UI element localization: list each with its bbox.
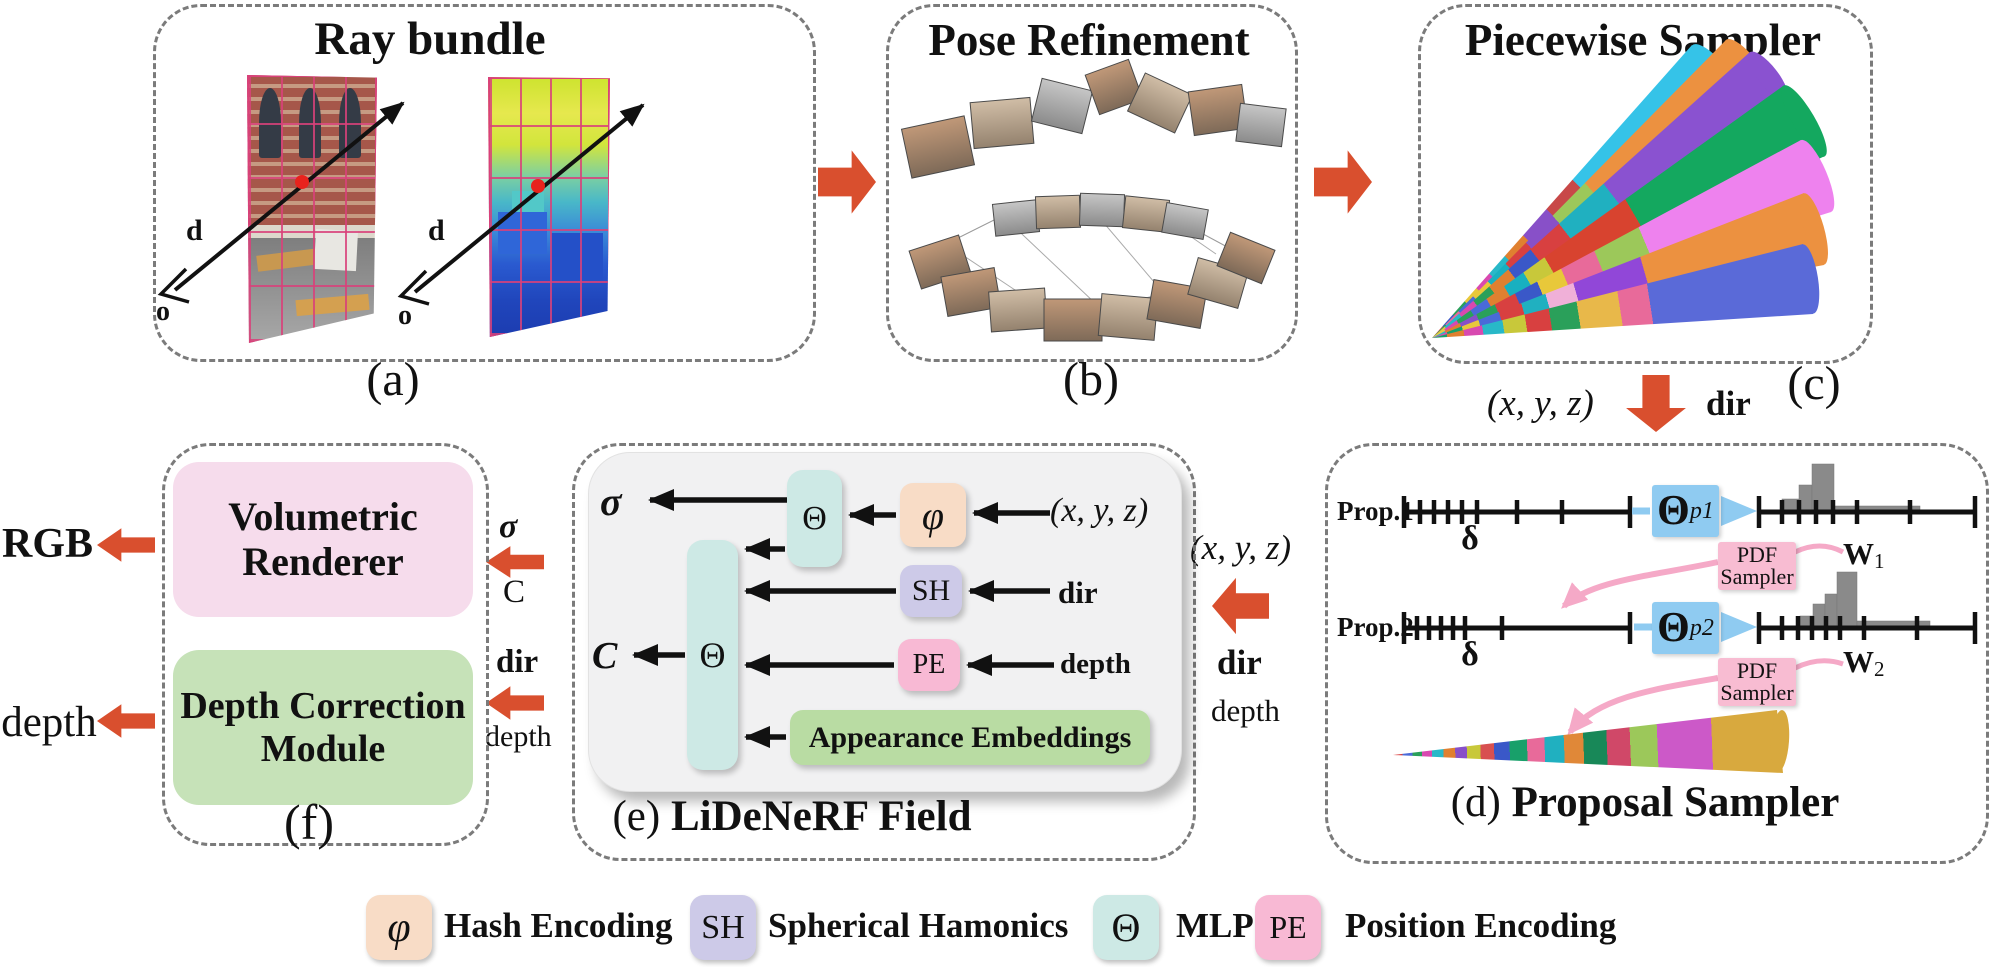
ray-direction-label: d	[428, 214, 445, 247]
mlp-density-pill: Θ	[787, 470, 842, 567]
legend-position-encoding-icon: PE	[1255, 895, 1321, 960]
panel-ray-bundle	[153, 4, 816, 362]
coords-label-c-out: (x, y, z)	[1487, 383, 1594, 424]
panel-renderer	[162, 443, 489, 846]
panel-piecewise-sampler	[1418, 4, 1873, 364]
depth-input-label: depth	[1060, 648, 1131, 680]
pdf-sampler-box-2: PDF Sampler	[1718, 658, 1796, 706]
weights-w1-label: W1	[1843, 536, 1885, 574]
panel-c-caption: (c)	[1787, 357, 1841, 410]
c-label-ef: C	[503, 574, 526, 610]
depth-image-plane	[488, 77, 610, 337]
coords-input-label: (x, y, z)	[1050, 492, 1149, 529]
ray-origin-label: o	[156, 296, 170, 327]
legend-hash-encoding-icon: φ	[366, 895, 432, 960]
delta-label-2: δ	[1461, 636, 1479, 673]
rgb-output-label: RGB	[1, 521, 93, 567]
legend-mlp-icon: Θ	[1093, 895, 1159, 960]
rgb-output-arrow	[97, 528, 155, 562]
dir-input-label: dir	[1058, 575, 1098, 610]
rgb-image-plane	[247, 75, 377, 343]
depth-label-ef: depth	[485, 720, 552, 753]
theta-symbol: Θ	[1657, 488, 1690, 534]
pdf-sampler-box-1: PDF Sampler	[1718, 542, 1796, 590]
legend-spherical-harmonics-label: Spherical Hamonics	[768, 906, 1069, 945]
legend-mlp-label: MLP	[1176, 906, 1254, 945]
coords-label-d-out: (x, y, z)	[1190, 528, 1292, 567]
legend-hash-encoding-label: Hash Encoding	[444, 906, 673, 945]
sigma-output-label: σ	[600, 479, 622, 524]
dir-label-ef: dir	[496, 644, 539, 680]
weights-w2-label: W2	[1843, 644, 1885, 682]
legend-spherical-harmonics-icon: SH	[690, 895, 756, 960]
panel-d-caption: (d) Proposal Sampler	[1450, 779, 1840, 826]
flow-arrow-d-to-e	[1212, 577, 1269, 635]
dir-label-c-out: dir	[1706, 384, 1751, 423]
appearance-embeddings-box: Appearance Embeddings	[790, 710, 1150, 765]
phi-symbol: φ	[921, 492, 945, 538]
panel-lidenerf-field	[572, 443, 1196, 861]
panel-proposal-sampler	[1325, 443, 1989, 864]
ray-grid	[247, 75, 377, 343]
flow-arrow-dir-depth	[486, 686, 544, 720]
depth-output-label: depth	[1, 699, 97, 746]
depth-correction-module-box: Depth Correction Module	[173, 650, 473, 805]
theta-symbol: Θ	[699, 635, 726, 675]
pe-symbol: PE	[912, 649, 946, 680]
sigma-label-ef: σ	[499, 508, 518, 545]
panel-a-caption: (a)	[366, 353, 420, 406]
flow-arrow-a-to-b	[818, 150, 876, 214]
position-encoding-box: PE	[898, 639, 960, 691]
ray-grid	[488, 77, 610, 337]
delta-label-1: δ	[1461, 520, 1479, 557]
flow-arrow-b-to-c	[1314, 150, 1372, 214]
color-output-label: C	[592, 635, 618, 677]
spherical-harmonics-box: SH	[900, 565, 962, 617]
prop2-label: Prop.2	[1337, 612, 1414, 642]
panel-e-caption: (e) LiDeNeRF Field	[612, 793, 972, 840]
legend-position-encoding-label: Position Encoding	[1345, 906, 1617, 945]
panel-b-title: Pose Refinement	[928, 15, 1250, 65]
depth-label-d-out: depth	[1211, 693, 1280, 728]
panel-pose-refinement	[886, 4, 1298, 362]
depth-output-arrow	[97, 704, 155, 738]
panel-c-title: Piecewise Sampler	[1464, 15, 1822, 65]
sh-symbol: SH	[911, 574, 951, 607]
volumetric-renderer-box: Volumetric Renderer	[173, 462, 473, 617]
mlp-color-pill: Θ	[687, 540, 738, 770]
ray-origin-label: o	[398, 300, 412, 331]
panel-b-caption: (b)	[1063, 353, 1119, 406]
hash-encoding-box: φ	[900, 483, 966, 547]
ray-direction-label: d	[186, 214, 203, 247]
theta-symbol: Θ	[1657, 605, 1690, 651]
panel-f-caption: (f)	[284, 794, 334, 850]
dir-label-d-out: dir	[1217, 643, 1262, 682]
flow-arrow-c-to-d	[1626, 375, 1686, 432]
prop1-label: Prop.1	[1337, 496, 1414, 526]
panel-a-title: Ray bundle	[314, 13, 546, 65]
theta-symbol: Θ	[802, 499, 827, 537]
